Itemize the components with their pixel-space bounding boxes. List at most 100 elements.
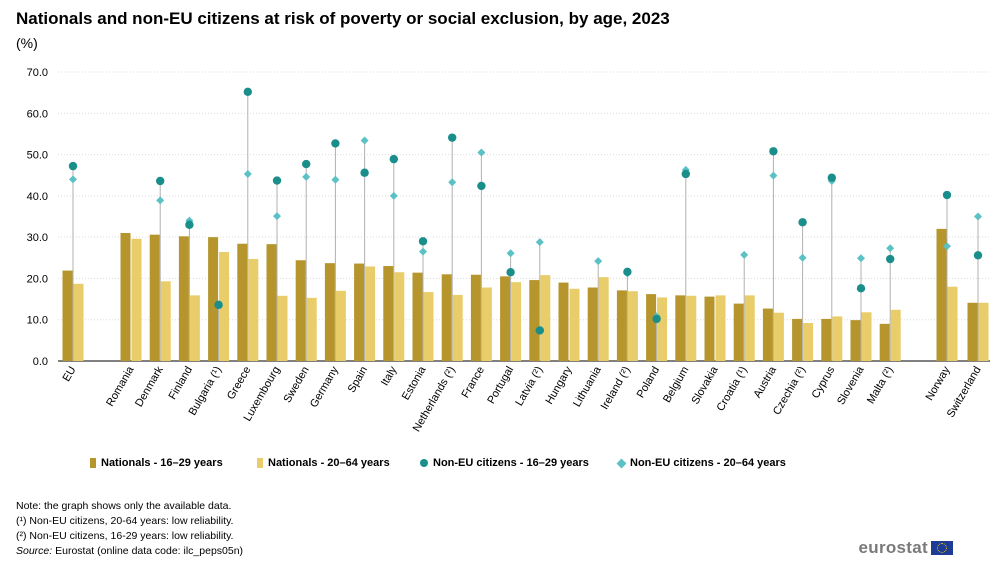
legend-item-noneu-16-29: Non-EU citizens - 16–29 years xyxy=(420,457,589,469)
x-tick-label: Cyprus xyxy=(810,364,838,401)
legend-item-nationals-20-64: Nationals - 20–64 years xyxy=(257,457,390,469)
x-tick-label: Finland xyxy=(167,365,195,402)
x-tick-label: Spain xyxy=(346,365,370,395)
bar-nationals-16-29 xyxy=(383,266,394,361)
bar-nationals-20-64 xyxy=(978,302,989,361)
dot-noneu-16-29 xyxy=(302,159,311,169)
legend-item-noneu-20-64: Non-EU citizens - 20–64 years xyxy=(616,457,786,469)
dot-noneu-16-29 xyxy=(68,161,78,171)
chart-subtitle: (%) xyxy=(16,35,38,51)
dot-noneu-16-29 xyxy=(243,87,252,97)
bar-nationals-16-29 xyxy=(266,244,277,361)
x-tick-label: Croatia (¹) xyxy=(715,365,750,414)
bar-nationals-20-64 xyxy=(511,282,522,361)
diamond-noneu-20-64 xyxy=(156,196,165,205)
diamond-noneu-20-64 xyxy=(389,191,398,200)
diamond-noneu-20-64 xyxy=(740,250,749,259)
dot-noneu-16-29 xyxy=(769,147,778,156)
dot-noneu-16-29 xyxy=(272,176,282,185)
diamond-noneu-20-64 xyxy=(477,148,486,157)
bar-nationals-16-29 xyxy=(936,228,947,361)
bar-nationals-20-64 xyxy=(598,277,609,361)
legend-item-nationals-16-29: Nationals - 16–29 years xyxy=(90,457,223,469)
bar-nationals-16-29 xyxy=(62,270,73,361)
dot-noneu-16-29 xyxy=(185,220,194,229)
bar-nationals-20-64 xyxy=(365,266,376,361)
x-tick-label: Portugal xyxy=(485,365,516,406)
diamond-noneu-20-64 xyxy=(69,175,77,184)
dot-noneu-16-29 xyxy=(942,190,952,200)
y-tick-label: 70.0 xyxy=(27,67,48,79)
diamond-noneu-20-64 xyxy=(535,238,544,247)
diamond-noneu-20-64 xyxy=(798,253,807,262)
bar-nationals-16-29 xyxy=(587,287,598,361)
bar-nationals-16-29 xyxy=(792,318,803,361)
source-label: Source: xyxy=(16,545,53,557)
dot-noneu-16-29 xyxy=(827,173,836,182)
bar-nationals-20-64 xyxy=(540,275,551,361)
x-tick-label: Estonia xyxy=(400,364,429,403)
bar-nationals-16-29 xyxy=(470,274,481,361)
x-tick-label: Poland xyxy=(635,365,663,401)
bar-nationals-20-64 xyxy=(219,252,230,361)
legend-swatch-bar xyxy=(90,458,96,468)
x-tick-label: Greece xyxy=(225,365,253,402)
bar-nationals-16-29 xyxy=(529,280,540,361)
x-tick-label: Belgium xyxy=(661,365,691,405)
bar-nationals-20-64 xyxy=(890,309,901,361)
legend-label: Non-EU citizens - 20–64 years xyxy=(630,457,786,469)
bar-nationals-20-64 xyxy=(73,283,84,361)
bar-nationals-16-29 xyxy=(967,302,978,361)
y-tick-label: 40.0 xyxy=(27,191,48,203)
bar-nationals-20-64 xyxy=(803,323,814,361)
bar-nationals-20-64 xyxy=(335,290,346,361)
bar-nationals-20-64 xyxy=(715,295,726,361)
x-tick-label: Germany xyxy=(308,364,341,410)
x-tick-label: Latvia (²) xyxy=(513,365,545,409)
legend-swatch-dot xyxy=(420,459,428,467)
dot-noneu-16-29 xyxy=(418,237,428,246)
x-tick-label: Slovakia xyxy=(689,364,721,407)
dot-noneu-16-29 xyxy=(856,284,866,293)
dot-noneu-16-29 xyxy=(973,251,983,260)
eu-flag-icon xyxy=(931,541,953,555)
bar-nationals-16-29 xyxy=(149,234,160,361)
dot-noneu-16-29 xyxy=(652,314,661,324)
x-tick-label: Italy xyxy=(379,364,400,388)
source-text: Eurostat (online data code: ilc_peps05n) xyxy=(52,545,244,557)
bar-nationals-16-29 xyxy=(675,295,686,361)
diamond-noneu-20-64 xyxy=(243,169,252,178)
chart-title: Nationals and non-EU citizens at risk of… xyxy=(16,9,670,28)
bar-nationals-20-64 xyxy=(773,312,784,361)
diamond-noneu-20-64 xyxy=(857,254,865,263)
dot-noneu-16-29 xyxy=(389,154,398,164)
x-tick-label: Slovenia xyxy=(835,364,867,407)
diamond-noneu-20-64 xyxy=(886,244,895,253)
legend-label: Nationals - 16–29 years xyxy=(101,457,223,469)
dot-noneu-16-29 xyxy=(477,181,486,191)
bar-nationals-20-64 xyxy=(744,295,755,361)
bar-nationals-20-64 xyxy=(131,238,142,361)
y-tick-label: 0.0 xyxy=(33,356,48,368)
y-tick-label: 30.0 xyxy=(27,232,48,244)
bar-nationals-16-29 xyxy=(178,236,189,361)
bar-nationals-16-29 xyxy=(120,233,131,361)
bar-nationals-16-29 xyxy=(441,274,452,361)
footnote-1: (¹) Non-EU citizens, 20-64 years: low re… xyxy=(16,515,234,527)
dot-noneu-16-29 xyxy=(331,139,340,148)
source-line: Source: Eurostat (online data code: ilc_… xyxy=(16,544,243,559)
bar-nationals-20-64 xyxy=(248,259,259,361)
bar-nationals-16-29 xyxy=(354,263,365,361)
x-tick-label: Austria xyxy=(751,364,779,400)
dot-noneu-16-29 xyxy=(798,218,807,227)
bar-nationals-20-64 xyxy=(627,291,638,361)
bar-nationals-16-29 xyxy=(762,308,773,361)
diamond-noneu-20-64 xyxy=(769,171,778,180)
logo-wordmark: eurostat xyxy=(858,538,928,557)
bar-nationals-20-64 xyxy=(569,288,580,361)
y-tick-label: 20.0 xyxy=(27,273,48,285)
dot-noneu-16-29 xyxy=(448,133,457,142)
bar-nationals-16-29 xyxy=(821,318,832,361)
x-tick-label: Malta (²) xyxy=(865,365,896,406)
footnotes: Note: the graph shows only the available… xyxy=(16,499,243,559)
